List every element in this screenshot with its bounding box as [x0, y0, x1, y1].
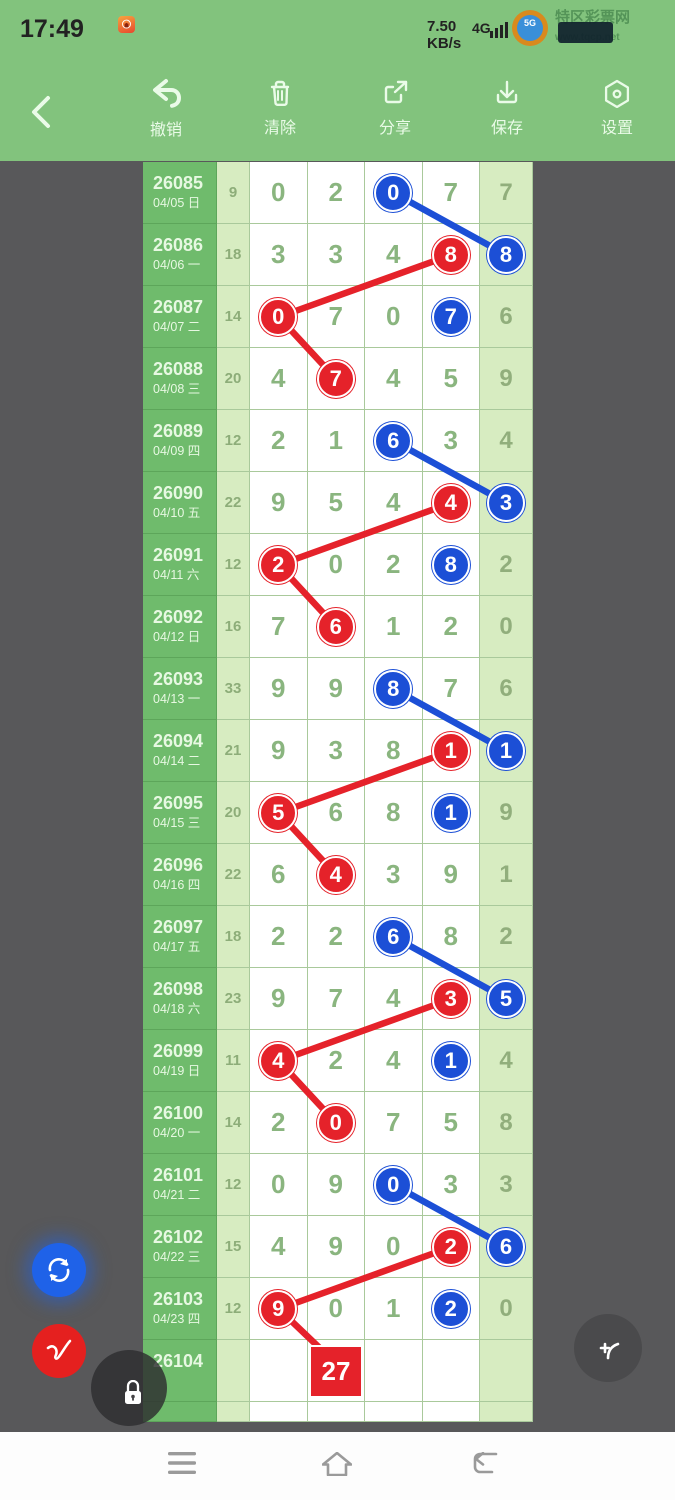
svg-text:5G: 5G — [524, 18, 536, 28]
